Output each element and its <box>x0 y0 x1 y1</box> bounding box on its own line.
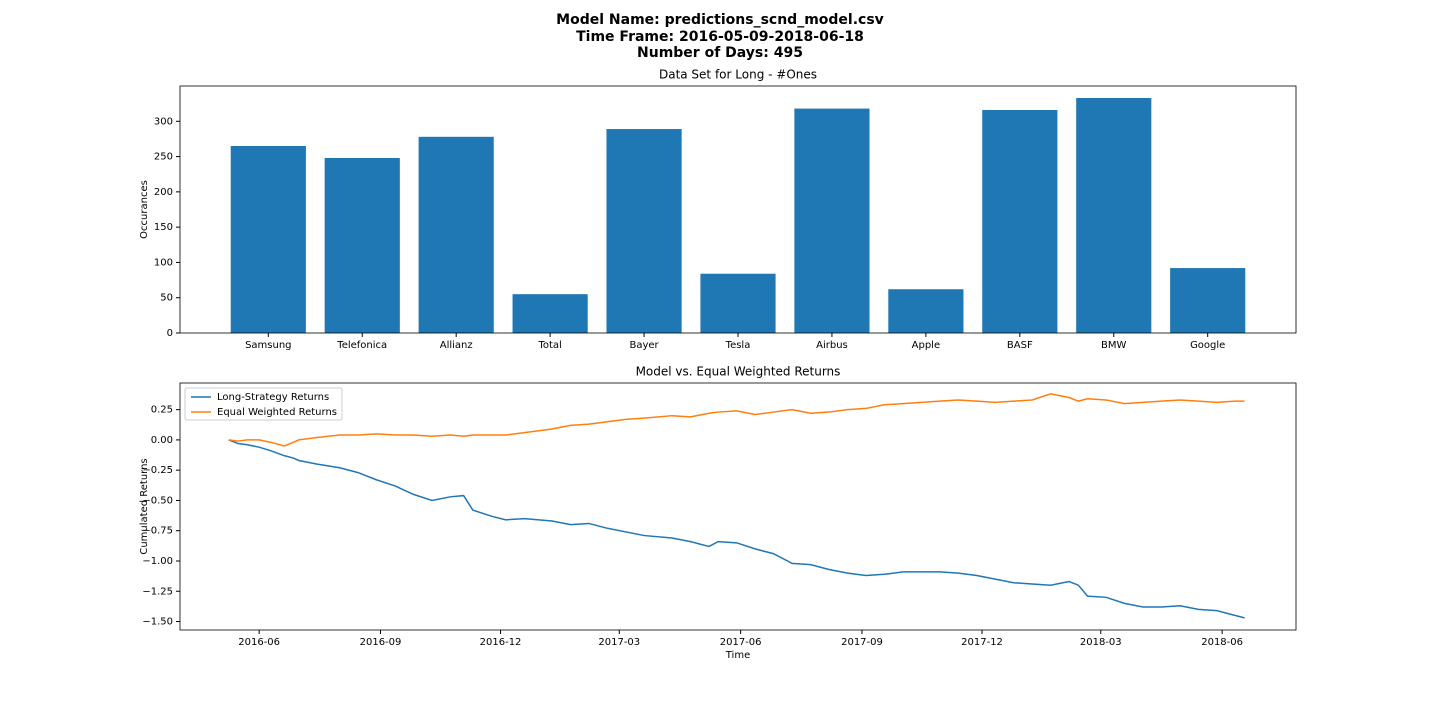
x-tick-label: 2016-06 <box>238 637 280 648</box>
x-tick-label: 2018-03 <box>1080 637 1122 648</box>
x-tick-label: 2016-12 <box>480 637 522 648</box>
chart-title: Model vs. Equal Weighted Returns <box>636 365 841 379</box>
x-tick-label: Tesla <box>725 340 751 351</box>
x-tick-label: 2017-06 <box>720 637 762 648</box>
bar <box>512 294 588 333</box>
y-tick-label: −0.50 <box>142 495 173 506</box>
y-tick-label: 0.00 <box>151 435 173 446</box>
x-tick-label: 2016-09 <box>360 637 402 648</box>
x-tick-label: Apple <box>912 340 940 351</box>
x-tick-label: Google <box>1190 340 1225 351</box>
line <box>228 393 1245 447</box>
bar <box>418 136 494 333</box>
y-tick-label: 0.25 <box>151 405 173 416</box>
suptitle: Number of Days: 495 <box>637 45 803 61</box>
axes-frame <box>179 382 1297 631</box>
x-tick-label: Allianz <box>440 340 473 351</box>
legend-box <box>184 387 343 421</box>
x-tick-label: 2017-09 <box>841 637 883 648</box>
x-tick-label: 2017-12 <box>961 637 1003 648</box>
x-tick-label: Samsung <box>245 340 291 351</box>
bar <box>794 108 870 333</box>
x-axis-label: Time <box>725 650 750 661</box>
y-axis-label: Occurances <box>139 180 150 239</box>
bar <box>606 129 682 333</box>
x-tick-label: 2018-06 <box>1201 637 1243 648</box>
y-tick-label: 200 <box>154 187 173 198</box>
x-tick-label: 2017-03 <box>598 637 640 648</box>
y-tick-label: 150 <box>154 222 173 233</box>
y-tick-label: −1.00 <box>142 556 173 567</box>
x-tick-label: Telefonica <box>336 340 387 351</box>
x-tick-label: BASF <box>1007 340 1033 351</box>
x-tick-label: BMW <box>1101 340 1126 351</box>
legend-label: Long-Strategy Returns <box>217 392 329 403</box>
suptitle: Time Frame: 2016-05-09-2018-06-18 <box>576 29 864 45</box>
bar <box>888 289 964 333</box>
y-tick-label: 250 <box>154 152 173 163</box>
y-tick-label: −0.25 <box>142 465 173 476</box>
line <box>228 439 1245 619</box>
bar <box>982 109 1058 333</box>
bar <box>1076 97 1152 333</box>
y-axis-label: Cumulated Returns <box>139 458 150 554</box>
bar <box>700 273 776 333</box>
bar <box>1170 268 1246 333</box>
y-tick-label: 0 <box>167 328 173 339</box>
y-tick-label: 100 <box>154 257 173 268</box>
axes-frame <box>179 85 1297 334</box>
x-tick-label: Total <box>537 340 561 351</box>
chart-title: Data Set for Long - #Ones <box>659 68 817 82</box>
suptitle: Model Name: predictions_scnd_model.csv <box>556 12 884 28</box>
y-tick-label: −0.75 <box>142 526 173 537</box>
y-tick-label: −1.25 <box>142 586 173 597</box>
x-tick-label: Bayer <box>629 340 659 351</box>
x-tick-label: Airbus <box>816 340 848 351</box>
y-tick-label: 50 <box>160 293 173 304</box>
y-tick-label: 300 <box>154 116 173 127</box>
bar <box>324 157 400 333</box>
y-tick-label: −1.50 <box>142 617 173 628</box>
bar <box>230 145 306 333</box>
legend-label: Equal Weighted Returns <box>217 407 337 418</box>
